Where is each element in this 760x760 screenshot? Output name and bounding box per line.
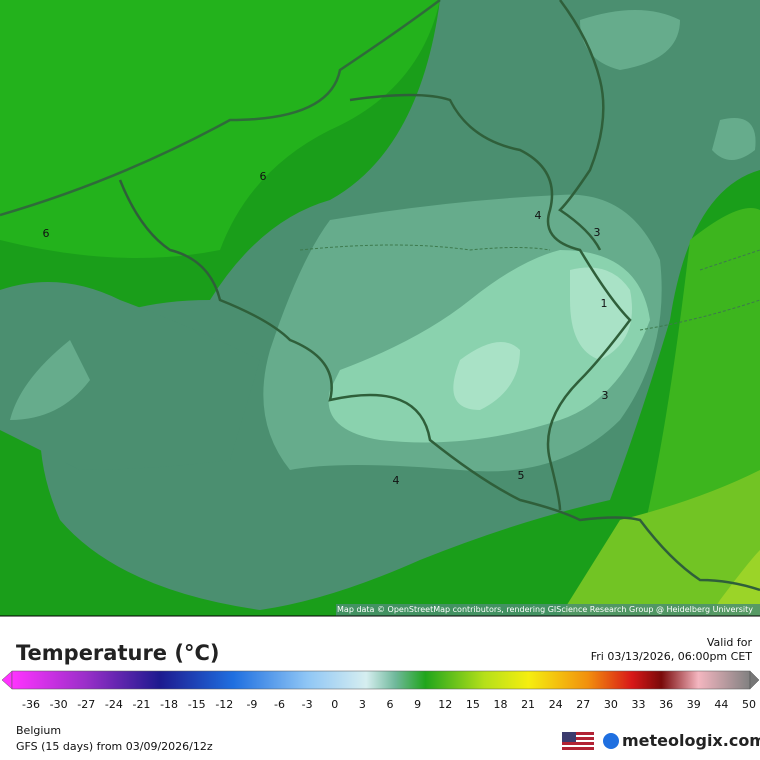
legend-tick-label: 18 (493, 698, 507, 711)
attribution: Map data © OpenStreetMap contributors, r… (337, 605, 753, 614)
legend-tick-label: 12 (438, 698, 452, 711)
legend-tick-label: 15 (466, 698, 480, 711)
contour-label: 6 (260, 170, 267, 183)
legend-tick-label: 30 (604, 698, 618, 711)
legend-tick-label: -15 (188, 698, 206, 711)
legend-tick-label: 0 (331, 698, 338, 711)
region: Belgium (16, 724, 61, 737)
legend-tick-label: 36 (659, 698, 673, 711)
legend-tick-label: 9 (414, 698, 421, 711)
brand: meteologix.com (622, 731, 760, 750)
legend-tick-label: 24 (549, 698, 563, 711)
flag (562, 732, 619, 750)
legend-tick-label: 33 (632, 698, 646, 711)
contour-label: 3 (594, 226, 601, 239)
title: Temperature (°C) (16, 641, 219, 665)
contour-label: 1 (601, 297, 608, 310)
legend-tick-label: -36 (22, 698, 40, 711)
legend-tick-label: -24 (105, 698, 123, 711)
legend-tick-label: 50 (742, 698, 756, 711)
model-run: GFS (15 days) from 03/09/2026/12z (16, 740, 213, 753)
legend-tick-label: -9 (246, 698, 257, 711)
legend-tick-label: -21 (132, 698, 150, 711)
contour-label: 5 (518, 469, 525, 482)
legend-tick-label: -27 (77, 698, 95, 711)
legend-tick-label: -12 (215, 698, 233, 711)
legend-tick-label: 6 (387, 698, 394, 711)
legend-bar (1, 670, 760, 690)
contour-label: 4 (535, 209, 542, 222)
legend-tick-label: -3 (302, 698, 313, 711)
contour-label: 6 (43, 227, 50, 240)
legend-tick-label: -6 (274, 698, 285, 711)
legend-tick-label: 44 (714, 698, 728, 711)
legend-tick-label: 21 (521, 698, 535, 711)
legend-tick-label: -18 (160, 698, 178, 711)
contour-label: 4 (393, 474, 400, 487)
map (0, 0, 760, 617)
legend-tick-label: 27 (576, 698, 590, 711)
legend-tick-label: 3 (359, 698, 366, 711)
legend-tick-label: 39 (687, 698, 701, 711)
valid-label: Valid for (707, 636, 753, 649)
contour-label: 3 (602, 389, 609, 402)
valid-time: Fri 03/13/2026, 06:00pm CET (591, 650, 753, 663)
legend-tick-label: -30 (50, 698, 68, 711)
